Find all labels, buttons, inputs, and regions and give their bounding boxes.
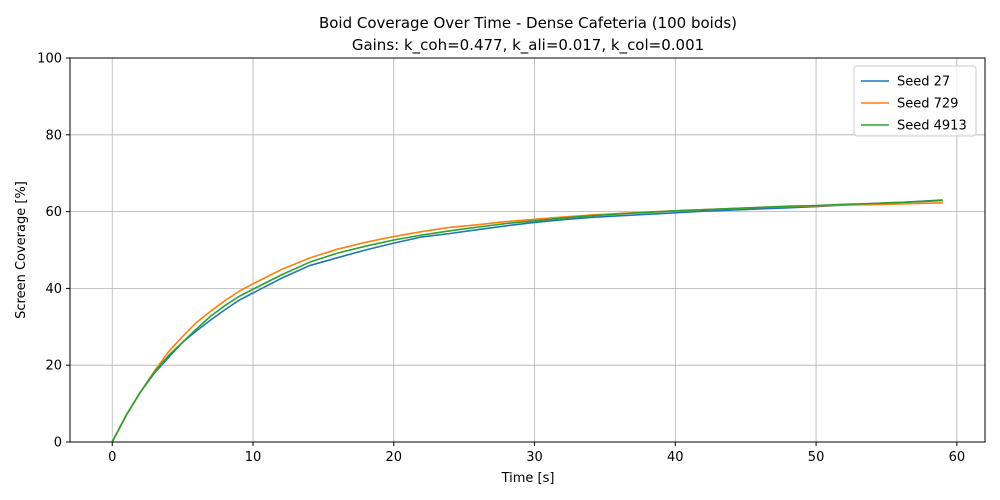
x-tick-label: 60 xyxy=(949,450,966,465)
y-tick-label: 20 xyxy=(45,359,62,374)
y-tick-label: 0 xyxy=(54,436,62,451)
x-tick-label: 20 xyxy=(385,450,402,465)
chart-subtitle: Gains: k_coh=0.477, k_ali=0.017, k_col=0… xyxy=(352,36,704,55)
series-line-seed-729 xyxy=(111,202,943,443)
legend-entry: Seed 27 xyxy=(897,75,950,90)
x-tick-label: 50 xyxy=(808,450,825,465)
legend: Seed 27 Seed 729 Seed 4913 xyxy=(853,65,977,137)
y-tick-label: 80 xyxy=(45,128,62,143)
y-tick-label: 60 xyxy=(45,205,62,220)
axis-ticks: 0 10 20 30 40 50 60 0 20 40 60 80 100 xyxy=(37,52,965,466)
x-tick-label: 30 xyxy=(526,450,543,465)
legend-box xyxy=(853,65,977,137)
x-tick-label: 10 xyxy=(245,450,262,465)
x-axis-label: Time [s] xyxy=(501,471,555,486)
legend-entry: Seed 4913 xyxy=(897,119,967,134)
y-tick-label: 40 xyxy=(45,282,62,297)
x-tick-label: 0 xyxy=(108,450,116,465)
x-tick-label: 40 xyxy=(667,450,684,465)
y-axis-label: Screen Coverage [%] xyxy=(14,181,29,319)
series-lines xyxy=(111,199,943,443)
series-line-seed-4913 xyxy=(111,199,943,443)
series-line-seed-27 xyxy=(111,199,943,443)
chart-title: Boid Coverage Over Time - Dense Cafeteri… xyxy=(319,14,737,32)
plot-frame xyxy=(69,57,986,443)
y-tick-label: 100 xyxy=(37,52,62,67)
grid-lines xyxy=(70,57,985,443)
legend-entry: Seed 729 xyxy=(897,97,958,112)
